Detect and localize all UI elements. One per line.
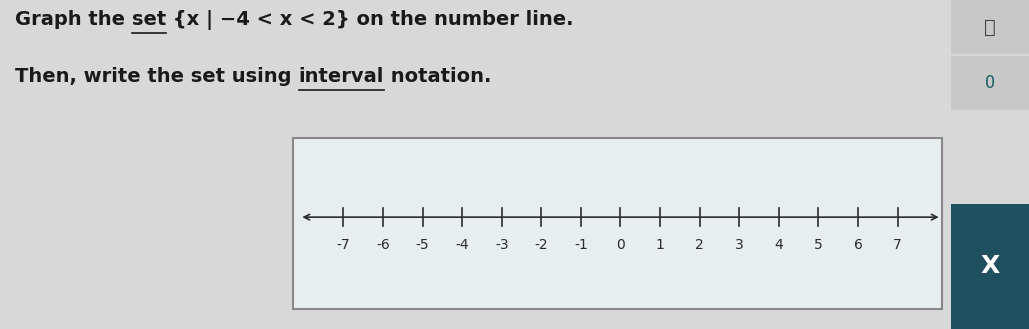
Text: 2: 2 [696, 238, 704, 252]
Text: -4: -4 [456, 238, 469, 252]
Text: -5: -5 [416, 238, 429, 252]
Text: {x | −4 < x < 2} on the number line.: {x | −4 < x < 2} on the number line. [167, 10, 574, 30]
Text: interval: interval [298, 67, 384, 87]
Text: -6: -6 [377, 238, 390, 252]
Text: notation.: notation. [384, 67, 492, 87]
Text: O: O [985, 74, 995, 92]
Text: 4: 4 [775, 238, 783, 252]
Text: Graph the: Graph the [15, 10, 132, 29]
Bar [951, 0, 1029, 54]
Text: -2: -2 [534, 238, 548, 252]
Text: 0: 0 [616, 238, 625, 252]
Bar [951, 204, 1029, 329]
Bar [293, 138, 942, 309]
Text: 7: 7 [893, 238, 901, 252]
Bar [951, 56, 1029, 110]
Text: -1: -1 [574, 238, 588, 252]
Text: -7: -7 [336, 238, 350, 252]
Text: 6: 6 [853, 238, 862, 252]
Text: -3: -3 [495, 238, 508, 252]
Text: ⬜: ⬜ [984, 18, 996, 37]
Text: set: set [132, 10, 167, 29]
Text: X: X [981, 255, 999, 278]
Text: 3: 3 [735, 238, 744, 252]
Text: Then, write the set using: Then, write the set using [15, 67, 298, 87]
Text: 1: 1 [655, 238, 665, 252]
Text: 5: 5 [814, 238, 823, 252]
